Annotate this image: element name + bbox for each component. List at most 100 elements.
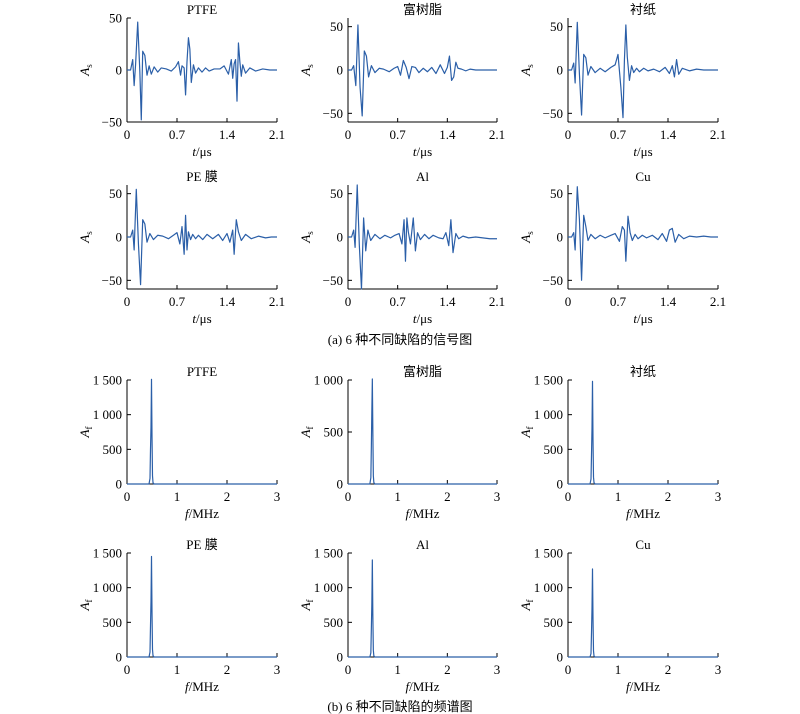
x-tick-label: 1 [174,489,181,504]
x-tick-label: 3 [715,662,722,677]
x-tick-label: 2 [224,662,231,677]
chart-title: Al [416,537,429,552]
x-axis-label: f/MHz [626,506,660,521]
chart-title: PE 膜 [186,169,217,184]
y-tick-label: 0 [116,230,123,245]
signal-line [127,555,277,658]
y-tick-label: 50 [330,19,343,34]
x-tick-label: 0 [124,662,131,677]
y-tick-label: 500 [544,442,564,457]
y-tick-label: −50 [102,273,122,288]
x-tick-label: 0.7 [169,294,186,309]
signal-line [127,188,277,286]
caption-freq-domain: (b) 6 种不同缺陷的频谱图 [327,699,472,714]
chart-title: 衬纸 [630,364,656,379]
y-tick-label: 0 [337,63,344,78]
y-tick-label: 1 500 [314,546,343,561]
y-tick-label: 1 000 [93,407,122,422]
x-tick-label: 0 [345,127,352,142]
chart-title: Al [416,169,429,184]
y-axis-label: As [77,231,94,244]
x-tick-label: 0 [565,294,572,309]
signal-line [568,380,718,485]
x-tick-label: 0 [345,662,352,677]
y-tick-label: −50 [543,106,563,121]
x-tick-label: 2 [444,489,451,504]
y-tick-label: 0 [337,230,344,245]
x-tick-label: 2.1 [269,294,285,309]
x-axis-label: t/μs [633,311,652,326]
y-tick-label: 0 [337,650,344,665]
y-axis-label: As [298,64,315,77]
y-axis-label: As [77,64,94,77]
y-tick-label: −50 [323,106,343,121]
chart-title: 衬纸 [630,2,656,17]
y-axis-label: As [518,64,535,77]
y-axis-label: Af [298,427,315,439]
x-tick-label: 1 [174,662,181,677]
x-tick-label: 1 [615,662,622,677]
y-axis-label: As [298,231,315,244]
chart-title: Cu [635,537,651,552]
y-tick-label: 1 500 [534,546,563,561]
x-tick-label: 2 [665,489,672,504]
x-axis-label: f/MHz [406,506,440,521]
x-tick-label: 1 [394,489,401,504]
signal-line [348,559,497,658]
x-tick-label: 2 [224,489,231,504]
x-tick-label: 0 [565,489,572,504]
y-tick-label: 500 [324,425,344,440]
chart-title: Cu [635,169,651,184]
signal-line [348,24,497,117]
x-tick-label: 2.1 [489,127,505,142]
chart-title: 富树脂 [403,2,442,17]
x-tick-label: 3 [274,489,281,504]
y-tick-label: 500 [544,615,564,630]
y-axis-label: Af [77,600,94,612]
x-tick-label: 3 [494,662,501,677]
y-tick-label: 50 [550,186,563,201]
x-axis-label: f/MHz [185,679,219,694]
y-axis-label: Af [77,427,94,439]
signal-line [568,21,718,119]
x-axis-label: t/μs [413,311,432,326]
x-axis-label: t/μs [633,144,652,159]
signal-line [127,378,277,485]
x-tick-label: 2.1 [269,127,285,142]
x-tick-label: 1.4 [660,127,677,142]
x-tick-label: 3 [715,489,722,504]
x-tick-label: 3 [494,489,501,504]
y-tick-label: 1 500 [93,546,122,561]
y-tick-label: 0 [557,63,564,78]
x-tick-label: 1.4 [439,294,456,309]
y-tick-label: 500 [324,615,344,630]
x-tick-label: 2.1 [489,294,505,309]
signal-line [348,378,497,485]
y-tick-label: 0 [116,477,123,492]
chart-title: PTFE [187,364,217,379]
x-tick-label: 0 [124,127,131,142]
x-tick-label: 2 [665,662,672,677]
x-tick-label: 2.1 [710,127,726,142]
signal-line [127,21,277,121]
x-tick-label: 0.7 [610,294,627,309]
y-tick-label: 1 000 [93,580,122,595]
x-tick-label: 0 [565,662,572,677]
y-axis-label: Af [518,600,535,612]
x-tick-label: 0 [565,127,572,142]
y-tick-label: 1 500 [534,373,563,388]
x-tick-label: 3 [274,662,281,677]
x-tick-label: 0.7 [169,127,186,142]
y-tick-label: 1 000 [314,580,343,595]
signal-line [348,184,497,290]
y-tick-label: 0 [557,230,564,245]
y-tick-label: 1 000 [534,407,563,422]
y-tick-label: 500 [103,442,123,457]
y-tick-label: 500 [103,615,123,630]
x-axis-label: f/MHz [185,506,219,521]
chart-title: 富树脂 [403,364,442,379]
x-tick-label: 1 [615,489,622,504]
x-tick-label: 0 [124,489,131,504]
y-tick-label: 0 [116,63,123,78]
y-tick-label: 1 000 [314,373,343,388]
